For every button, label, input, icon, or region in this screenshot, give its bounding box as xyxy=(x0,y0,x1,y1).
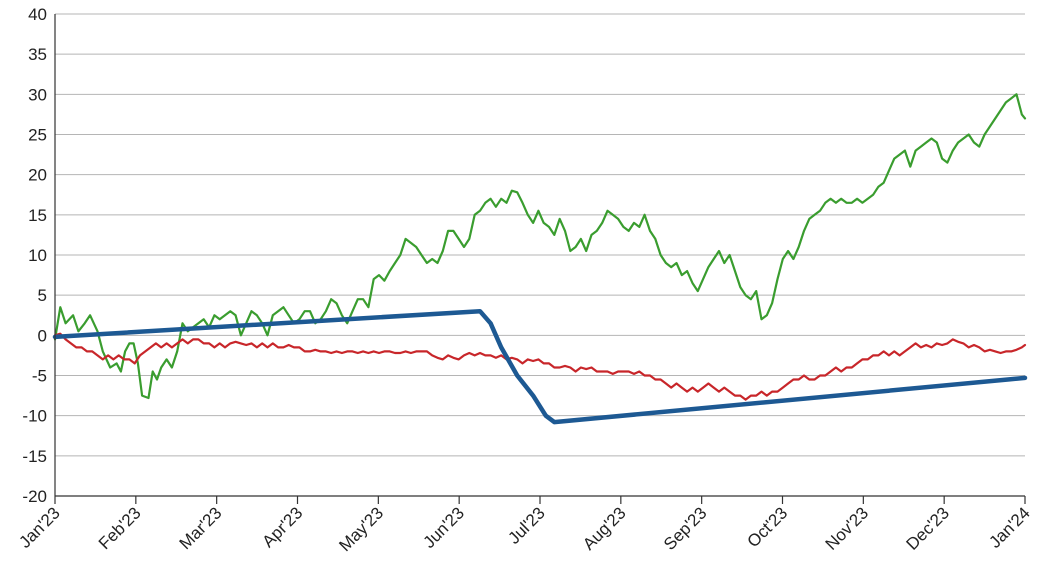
x-tick-label: Feb'23 xyxy=(95,503,145,553)
x-tick-label: Mar'23 xyxy=(176,503,226,553)
y-tick-label: 35 xyxy=(28,45,47,64)
y-tick-label: 5 xyxy=(38,286,47,305)
y-tick-label: 15 xyxy=(28,206,47,225)
x-tick-label: May'23 xyxy=(335,503,387,555)
x-tick-label: Jul'23 xyxy=(504,503,548,547)
y-tick-label: -15 xyxy=(22,447,47,466)
y-tick-label: 10 xyxy=(28,246,47,265)
series-line-2 xyxy=(53,332,1027,401)
grid-lines xyxy=(55,13,1025,497)
x-tick-label: Apr'23 xyxy=(259,503,307,551)
y-tick-label: -20 xyxy=(22,487,47,506)
series-lines xyxy=(52,93,1028,425)
x-tick-label: Aug'23 xyxy=(579,503,629,553)
y-tick-label: 0 xyxy=(38,326,47,345)
x-tick-label: Dec'23 xyxy=(903,503,953,553)
x-tick-label: Sep'23 xyxy=(660,503,710,553)
y-axis-ticks: 40 35 30 25 20 15 10 5 0 -5 -10 -15 -20 xyxy=(22,5,47,506)
series-line-3 xyxy=(52,308,1028,425)
y-tick-label: 30 xyxy=(28,85,47,104)
y-tick-label: 25 xyxy=(28,126,47,145)
series-line-1 xyxy=(53,93,1027,400)
x-tick-label: Jan'24 xyxy=(985,503,1033,551)
y-tick-label: 20 xyxy=(28,166,47,185)
y-tick-label: 40 xyxy=(28,5,47,24)
x-tick-label: Nov'23 xyxy=(822,503,872,553)
x-tick-label: Jun'23 xyxy=(420,503,468,551)
x-tick-label: Jan'23 xyxy=(15,503,63,551)
x-axis-ticks: Jan'23 Feb'23 Mar'23 Apr'23 May'23 Jun'23 Jul'… xyxy=(15,496,1034,555)
x-tick-label: Oct'23 xyxy=(744,503,792,551)
y-tick-label: -5 xyxy=(32,367,47,386)
y-tick-label: -10 xyxy=(22,407,47,426)
